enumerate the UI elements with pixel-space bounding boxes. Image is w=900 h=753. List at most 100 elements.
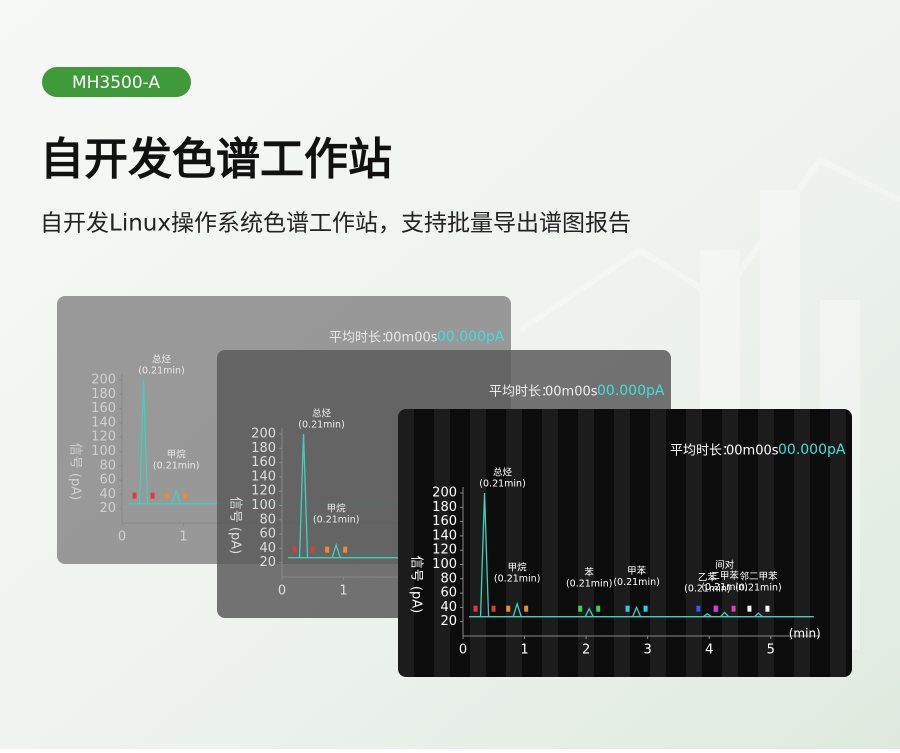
y-tick-label: 20	[259, 555, 276, 570]
y-tick-label: 60	[440, 586, 457, 601]
peak-time: (0.21min)	[313, 514, 359, 525]
y-tick-label: 180	[91, 387, 116, 402]
peak-marker	[292, 546, 297, 553]
peak	[512, 601, 522, 617]
peak-time: (0.21min)	[479, 479, 525, 490]
avg-value: 00m00s	[545, 385, 598, 400]
y-tick-label: 200	[432, 486, 457, 501]
peak	[331, 542, 341, 558]
avg-value: 00m00s	[726, 444, 779, 459]
peak-time: (0.21min)	[138, 366, 184, 377]
peak-marker	[506, 605, 511, 612]
peak	[171, 488, 181, 504]
peak-time: (0.21min)	[613, 577, 659, 588]
peak-label: 邻二甲苯	[739, 571, 778, 583]
y-tick-label: 160	[91, 401, 116, 416]
y-tick-label: 120	[432, 543, 457, 558]
peak-marker	[625, 605, 630, 612]
peak-label: 二甲苯	[710, 570, 739, 582]
y-tick-label: 160	[251, 455, 276, 470]
peak-marker	[183, 492, 188, 499]
peak-marker	[765, 605, 770, 612]
peak-label: 总烃	[152, 354, 172, 366]
y-tick-label: 100	[91, 444, 116, 459]
peak	[298, 433, 309, 558]
peak-marker	[524, 605, 529, 612]
badge	[42, 67, 191, 97]
x-tick-label: 2	[582, 643, 590, 658]
peak-label: 甲烷	[508, 561, 528, 573]
y-tick-label: 80	[99, 458, 116, 473]
x-tick-label: 5	[767, 643, 775, 658]
panel-background	[398, 409, 852, 677]
y-tick-label: 40	[259, 541, 276, 556]
peak-label: 苯	[584, 566, 594, 578]
peak-time: (0.21min)	[153, 460, 199, 471]
peak-label: 甲烷	[327, 502, 347, 514]
peak	[584, 607, 594, 617]
avg-label: 平均时长：	[670, 444, 735, 459]
y-tick-label: 40	[99, 487, 116, 502]
x-tick-label: 3	[644, 643, 652, 658]
peak-label: 总烃	[493, 467, 513, 479]
y-tick-label: 60	[259, 527, 276, 542]
y-tick-label: 200	[251, 427, 276, 442]
y-tick-label: 180	[432, 500, 457, 515]
peak-label: 甲烷	[167, 448, 187, 460]
y-tick-label: 160	[432, 514, 457, 529]
peak-label: 总烃	[312, 408, 332, 420]
peak	[720, 611, 730, 618]
y-tick-label: 80	[259, 512, 276, 527]
peak	[702, 613, 712, 618]
y-tick-label: 80	[440, 571, 457, 586]
peak-time: (0.21min)	[298, 420, 344, 431]
y-axis-label: 信号 (pA)	[409, 556, 424, 613]
avg-label: 平均时长：	[489, 385, 554, 400]
x-tick-label: 1	[339, 584, 347, 599]
peak-marker	[696, 605, 701, 612]
peak-marker	[578, 605, 583, 612]
badge-text: MH3500-A	[72, 73, 160, 93]
peak-marker	[343, 546, 348, 553]
x-axis-label: (min)	[789, 627, 821, 641]
peak-marker	[491, 605, 496, 612]
peak-time: (0.21min)	[701, 582, 747, 593]
y-tick-label: 60	[99, 473, 116, 488]
x-tick-label: 4	[705, 643, 713, 658]
chromatogram-panel: 平均时长：00m00s 00.000pA204060801001201401601…	[398, 409, 852, 677]
peak-marker	[165, 492, 170, 499]
panels: 平均时长：00m00s 00.000pA204060801001201401601…	[57, 296, 852, 677]
signal-value: 00.000pA	[778, 442, 846, 458]
peak-marker	[596, 605, 601, 612]
peak-marker	[747, 605, 752, 612]
peak	[479, 492, 490, 617]
y-tick-label: 20	[99, 501, 116, 516]
x-tick-label: 0	[278, 584, 286, 599]
peak-time: (0.21min)	[494, 573, 540, 584]
peak-marker	[132, 492, 137, 499]
peak-time: (0.21min)	[684, 583, 730, 594]
avg-value: 00m00s	[385, 331, 438, 346]
peak-label: 间对	[715, 559, 735, 571]
peak-marker	[731, 605, 736, 612]
avg-label: 平均时长：	[329, 331, 394, 346]
title: 自开发色谱工作站	[40, 134, 392, 185]
x-tick-label: 1	[520, 643, 528, 658]
x-tick-label: 0	[118, 530, 126, 545]
peak-marker	[310, 546, 315, 553]
y-tick-label: 140	[432, 528, 457, 543]
x-tick-label: 0	[459, 643, 467, 658]
peak-marker	[473, 605, 478, 612]
y-tick-label: 100	[251, 498, 276, 513]
y-tick-label: 40	[440, 600, 457, 615]
peak-time: (0.21min)	[735, 583, 781, 594]
signal-value: 00.000pA	[597, 383, 665, 399]
peak-marker	[713, 605, 718, 612]
peak-time: (0.21min)	[566, 578, 612, 589]
y-tick-label: 140	[91, 415, 116, 430]
subtitle: 自开发Linux操作系统色谱工作站，支持批量导出谱图报告	[40, 211, 631, 237]
y-axis-label: 信号 (pA)	[68, 443, 83, 500]
signal-value: 00.000pA	[437, 329, 505, 345]
y-tick-label: 140	[251, 469, 276, 484]
